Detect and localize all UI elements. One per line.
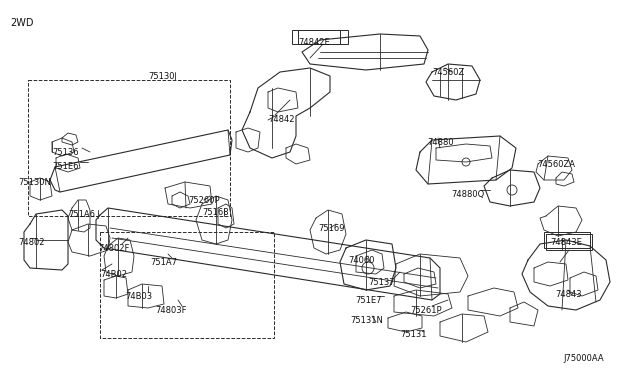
Bar <box>292 30 340 44</box>
Text: 74060: 74060 <box>348 256 374 265</box>
Text: 74B02: 74B02 <box>100 270 127 279</box>
Text: J75000AA: J75000AA <box>563 354 604 363</box>
Text: 75130: 75130 <box>148 72 175 81</box>
Text: 75261P: 75261P <box>410 306 442 315</box>
Text: 74802: 74802 <box>18 238 45 247</box>
Text: 74880Q: 74880Q <box>451 190 484 199</box>
Text: 75260P: 75260P <box>188 196 220 205</box>
Text: 74843: 74843 <box>555 290 582 299</box>
Text: 75130N: 75130N <box>18 178 51 187</box>
Bar <box>546 234 592 250</box>
Text: 74560Z: 74560Z <box>432 68 464 77</box>
Text: 74B03: 74B03 <box>125 292 152 301</box>
Text: 74802F: 74802F <box>98 244 129 253</box>
Text: 75131: 75131 <box>400 330 426 339</box>
Text: 751E6: 751E6 <box>52 162 79 171</box>
Text: 74560ZA: 74560ZA <box>537 160 575 169</box>
Bar <box>100 232 274 338</box>
Text: 75168: 75168 <box>202 208 228 217</box>
Text: 751E7: 751E7 <box>355 296 381 305</box>
Text: 75137: 75137 <box>368 278 395 287</box>
Text: 75131N: 75131N <box>350 316 383 325</box>
Bar <box>28 80 230 216</box>
Bar <box>298 30 348 44</box>
Text: 75169: 75169 <box>318 224 344 233</box>
Text: 74843E: 74843E <box>550 238 582 247</box>
Text: 75136: 75136 <box>52 148 79 157</box>
Text: 74842E: 74842E <box>298 38 330 47</box>
Text: 751A6: 751A6 <box>68 210 95 219</box>
Bar <box>544 232 590 248</box>
Text: 74842: 74842 <box>268 115 294 124</box>
Text: 74880: 74880 <box>427 138 454 147</box>
Text: 751A7: 751A7 <box>150 258 177 267</box>
Text: 2WD: 2WD <box>10 18 33 28</box>
Text: 74803F: 74803F <box>155 306 186 315</box>
